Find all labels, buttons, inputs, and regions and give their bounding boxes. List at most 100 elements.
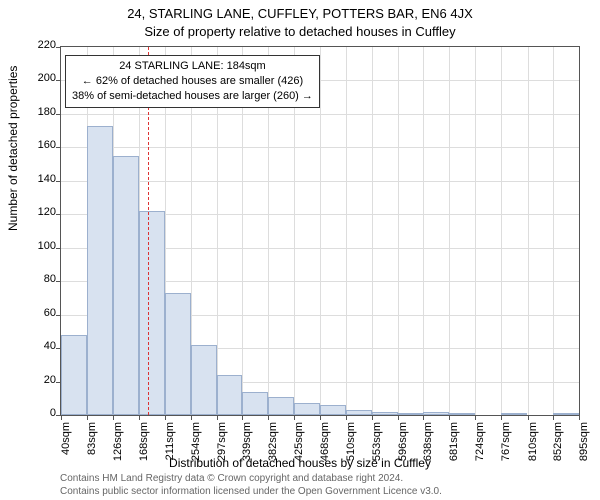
callout-line-1: 24 STARLING LANE: 184sqm: [72, 59, 313, 74]
histogram-bar: [320, 405, 345, 415]
histogram-bar: [217, 375, 242, 415]
histogram-bar: [398, 413, 423, 415]
y-tick-mark: [56, 147, 61, 148]
marker-callout: 24 STARLING LANE: 184sqm← 62% of detache…: [65, 55, 320, 108]
y-tick-label: 120: [6, 206, 56, 218]
gridline-v: [346, 47, 347, 415]
y-tick-mark: [56, 47, 61, 48]
x-tick-label: 724sqm: [474, 422, 486, 462]
y-tick-label: 220: [6, 39, 56, 51]
gridline-v: [372, 47, 373, 415]
x-tick-label: 895sqm: [578, 422, 590, 462]
y-tick-label: 60: [6, 307, 56, 319]
gridline-v: [398, 47, 399, 415]
title-address: 24, STARLING LANE, CUFFLEY, POTTERS BAR,…: [0, 6, 600, 21]
x-tick-mark: [579, 415, 580, 420]
histogram-bar: [139, 211, 165, 415]
x-tick-mark: [320, 415, 321, 420]
footer-attribution: Contains HM Land Registry data © Crown c…: [60, 473, 442, 498]
y-tick-mark: [56, 315, 61, 316]
x-tick-label: 83sqm: [86, 422, 98, 462]
x-tick-mark: [191, 415, 192, 420]
y-tick-mark: [56, 80, 61, 81]
x-tick-label: 211sqm: [164, 422, 176, 462]
histogram-bar: [449, 413, 475, 415]
gridline-v: [423, 47, 424, 415]
y-tick-mark: [56, 281, 61, 282]
histogram-bar: [501, 413, 527, 415]
histogram-bar: [372, 412, 398, 415]
x-tick-label: 468sqm: [319, 422, 331, 462]
histogram-bar: [423, 412, 449, 415]
gridline-v: [501, 47, 502, 415]
plot-area: 24 STARLING LANE: 184sqm← 62% of detache…: [60, 46, 580, 416]
x-tick-label: 425sqm: [293, 422, 305, 462]
y-tick-mark: [56, 114, 61, 115]
histogram-bar: [268, 397, 294, 415]
x-tick-mark: [528, 415, 529, 420]
x-tick-mark: [398, 415, 399, 420]
x-tick-mark: [553, 415, 554, 420]
x-tick-mark: [501, 415, 502, 420]
x-tick-mark: [346, 415, 347, 420]
x-tick-mark: [475, 415, 476, 420]
callout-line-2: ← 62% of detached houses are smaller (42…: [72, 74, 313, 89]
x-tick-label: 297sqm: [216, 422, 228, 462]
y-tick-label: 40: [6, 340, 56, 352]
y-tick-label: 160: [6, 139, 56, 151]
x-tick-label: 767sqm: [500, 422, 512, 462]
x-tick-label: 810sqm: [527, 422, 539, 462]
histogram-bar: [113, 156, 138, 415]
gridline-v: [320, 47, 321, 415]
x-tick-mark: [139, 415, 140, 420]
x-tick-mark: [423, 415, 424, 420]
x-tick-label: 638sqm: [422, 422, 434, 462]
histogram-bar: [346, 410, 372, 415]
histogram-bar: [191, 345, 217, 415]
y-tick-label: 100: [6, 240, 56, 252]
x-tick-mark: [268, 415, 269, 420]
y-tick-label: 80: [6, 273, 56, 285]
chart-container: 24, STARLING LANE, CUFFLEY, POTTERS BAR,…: [0, 0, 600, 500]
histogram-bar: [242, 392, 268, 415]
y-tick-mark: [56, 181, 61, 182]
y-tick-label: 200: [6, 72, 56, 84]
x-tick-label: 852sqm: [552, 422, 564, 462]
x-tick-mark: [449, 415, 450, 420]
x-tick-mark: [113, 415, 114, 420]
gridline-v: [528, 47, 529, 415]
histogram-bar: [294, 403, 320, 415]
gridline-v: [475, 47, 476, 415]
x-tick-label: 681sqm: [448, 422, 460, 462]
x-tick-mark: [165, 415, 166, 420]
gridline-v: [553, 47, 554, 415]
x-tick-label: 382sqm: [267, 422, 279, 462]
x-tick-mark: [372, 415, 373, 420]
y-tick-mark: [56, 214, 61, 215]
x-tick-mark: [242, 415, 243, 420]
histogram-bar: [165, 293, 191, 415]
callout-line-3: 38% of semi-detached houses are larger (…: [72, 89, 313, 104]
x-tick-label: 510sqm: [345, 422, 357, 462]
x-tick-label: 553sqm: [371, 422, 383, 462]
x-tick-mark: [294, 415, 295, 420]
footer-line-2: Contains public sector information licen…: [60, 486, 442, 499]
histogram-bar: [87, 126, 113, 415]
gridline-v: [449, 47, 450, 415]
x-tick-label: 254sqm: [190, 422, 202, 462]
x-tick-mark: [87, 415, 88, 420]
x-tick-label: 126sqm: [112, 422, 124, 462]
x-tick-mark: [61, 415, 62, 420]
footer-line-1: Contains HM Land Registry data © Crown c…: [60, 473, 442, 486]
y-tick-label: 180: [6, 106, 56, 118]
y-tick-label: 0: [6, 407, 56, 419]
x-tick-label: 168sqm: [138, 422, 150, 462]
y-tick-label: 140: [6, 173, 56, 185]
x-tick-label: 339sqm: [241, 422, 253, 462]
title-subtitle: Size of property relative to detached ho…: [0, 24, 600, 39]
x-tick-label: 596sqm: [397, 422, 409, 462]
histogram-bar: [553, 413, 579, 415]
histogram-bar: [61, 335, 87, 415]
y-tick-mark: [56, 248, 61, 249]
x-tick-mark: [217, 415, 218, 420]
